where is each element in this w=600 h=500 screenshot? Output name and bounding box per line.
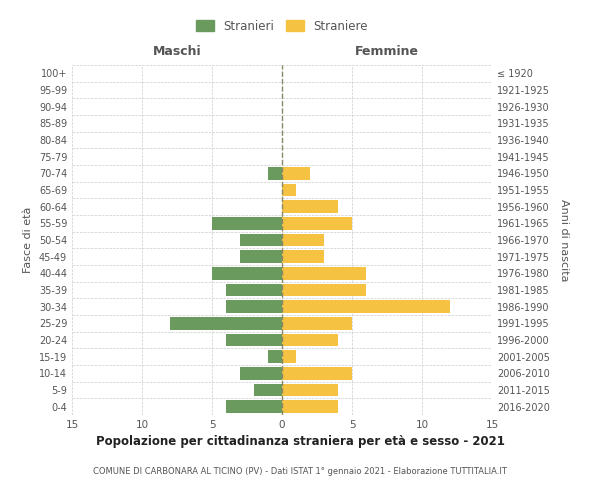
Bar — [268, 167, 282, 179]
Bar — [254, 384, 282, 396]
Bar — [226, 400, 282, 413]
Bar — [282, 200, 338, 213]
Bar — [282, 284, 366, 296]
Bar — [282, 184, 296, 196]
Bar — [212, 217, 282, 230]
Text: COMUNE DI CARBONARA AL TICINO (PV) - Dati ISTAT 1° gennaio 2021 - Elaborazione T: COMUNE DI CARBONARA AL TICINO (PV) - Dat… — [93, 468, 507, 476]
Bar — [282, 400, 338, 413]
Bar — [226, 284, 282, 296]
Y-axis label: Fasce di età: Fasce di età — [23, 207, 33, 273]
Bar — [268, 350, 282, 363]
Bar — [240, 250, 282, 263]
Bar — [282, 384, 338, 396]
Bar — [170, 317, 282, 330]
Bar — [282, 250, 324, 263]
Text: Femmine: Femmine — [355, 45, 419, 58]
Bar — [282, 367, 352, 380]
Bar — [282, 350, 296, 363]
Y-axis label: Anni di nascita: Anni di nascita — [559, 198, 569, 281]
Bar — [240, 234, 282, 246]
Legend: Stranieri, Straniere: Stranieri, Straniere — [191, 15, 373, 38]
Bar — [282, 234, 324, 246]
Bar — [240, 367, 282, 380]
Bar — [282, 317, 352, 330]
Bar — [212, 267, 282, 280]
Text: Maschi: Maschi — [152, 45, 202, 58]
Bar — [282, 300, 450, 313]
Text: Popolazione per cittadinanza straniera per età e sesso - 2021: Popolazione per cittadinanza straniera p… — [95, 435, 505, 448]
Bar — [282, 267, 366, 280]
Bar — [282, 217, 352, 230]
Bar — [226, 300, 282, 313]
Bar — [282, 334, 338, 346]
Bar — [226, 334, 282, 346]
Bar — [282, 167, 310, 179]
